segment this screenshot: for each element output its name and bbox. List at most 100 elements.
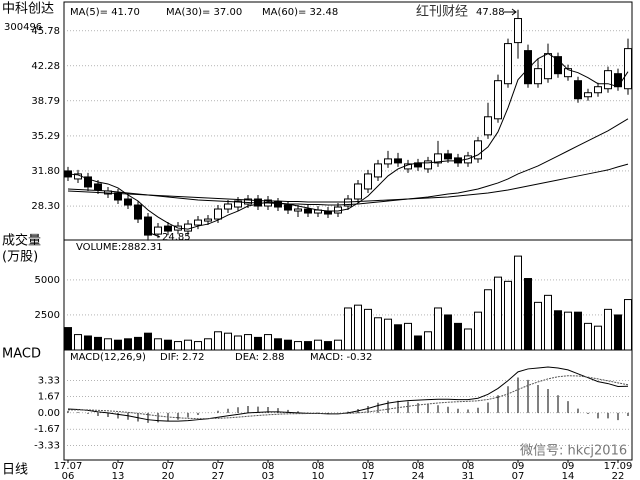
volume-bar <box>414 335 422 351</box>
volume-bar <box>324 341 332 351</box>
candle-body <box>244 198 252 205</box>
legend-entry: MA(5)= 41.70 <box>70 7 140 18</box>
volume-bar <box>264 334 272 351</box>
x-tick-label: 07 <box>212 461 225 472</box>
volume-bar <box>594 325 602 351</box>
volume-bar <box>564 311 572 351</box>
legend-entry: MA(60)= 32.48 <box>262 7 338 18</box>
candle-body <box>364 173 372 190</box>
volume-bar <box>84 335 92 351</box>
x-tick-label: 08 <box>262 461 275 472</box>
candle-body <box>494 80 502 120</box>
volume-bar <box>74 334 82 351</box>
volume-bar <box>184 339 192 351</box>
candle-body <box>204 218 212 222</box>
y-tick-label: 35.29 <box>31 131 60 142</box>
y-tick-label: 1.67 <box>38 392 60 403</box>
volume-bar <box>144 332 152 351</box>
y-tick-label: 45.78 <box>31 26 60 37</box>
volume-bar <box>254 336 262 351</box>
volume-bar <box>474 311 482 351</box>
candle-body <box>124 198 132 206</box>
indicator-line <box>67 163 629 203</box>
indicator-line <box>67 118 629 206</box>
volume-bar <box>194 341 202 351</box>
volume-bar <box>204 338 212 351</box>
candle-body <box>84 176 92 188</box>
y-tick-label: -1.67 <box>34 424 60 435</box>
volume-bar <box>344 307 352 351</box>
volume-bar <box>584 322 592 351</box>
candle-body <box>554 56 562 75</box>
volume-bar <box>454 322 462 351</box>
volume-title: 成交量 <box>2 233 41 249</box>
low-label: 24.85 <box>162 232 191 243</box>
candle-body <box>134 204 142 220</box>
candle-body <box>484 116 492 136</box>
candle-body <box>144 216 152 236</box>
volume-bar <box>64 327 72 351</box>
x-tick-label: 22 <box>612 471 625 480</box>
candle-body <box>94 183 102 191</box>
x-tick-label: 08 <box>362 461 375 472</box>
candle-body <box>114 192 122 201</box>
legend-entry: DIF: 2.72 <box>160 352 204 363</box>
high-label: 47.88 <box>476 7 505 18</box>
candle-body <box>564 68 572 78</box>
y-tick-label: 0.00 <box>38 408 60 419</box>
volume-bar <box>164 339 172 351</box>
volume-bar <box>334 339 342 351</box>
volume-bar <box>554 310 562 351</box>
candle-body <box>344 198 352 207</box>
volume-bar <box>134 336 142 351</box>
volume-bar <box>354 304 362 351</box>
volume-bar <box>614 314 622 351</box>
indicator-line <box>67 366 629 422</box>
volume-bar <box>104 338 112 351</box>
volume-bar <box>544 294 552 351</box>
candle-body <box>624 48 632 90</box>
volume-bar <box>224 332 232 351</box>
y-tick-label: -3.33 <box>34 440 60 451</box>
watermark: 微信号: hkcj2016 <box>520 444 627 459</box>
volume-bar <box>464 328 472 351</box>
candle-body <box>284 204 292 211</box>
candle-body <box>474 140 482 160</box>
volume-bar <box>624 299 632 351</box>
x-tick-label: 09 <box>562 461 575 472</box>
volume-bar <box>574 311 582 351</box>
volume-bar <box>294 341 302 351</box>
volume-bar <box>494 276 502 351</box>
candle-body <box>544 53 552 80</box>
volume-bar <box>124 338 132 351</box>
indicator-line <box>67 375 629 420</box>
volume-bar <box>314 339 322 351</box>
y-tick-label: 31.80 <box>31 166 60 177</box>
x-tick-label: 17 <box>362 471 375 480</box>
volume-bar <box>524 278 532 351</box>
x-tick-label: 17.07 <box>54 461 83 472</box>
x-tick-label: 20 <box>162 471 175 480</box>
x-tick-label: 31 <box>462 471 475 480</box>
y-tick-label: 3.33 <box>38 375 60 386</box>
x-tick-label: 06 <box>62 471 75 480</box>
y-tick-label: 28.30 <box>31 201 60 212</box>
candle-body <box>384 158 392 165</box>
volume-legend: VOLUME:2882.31 <box>76 242 163 253</box>
x-tick-label: 07 <box>512 471 525 480</box>
candle-body <box>234 200 242 208</box>
x-tick-label: 17.09 <box>604 461 633 472</box>
candle-body <box>184 223 192 232</box>
candle-body <box>614 73 622 88</box>
volume-bar <box>424 331 432 351</box>
candle-body <box>424 160 432 170</box>
volume-bar <box>374 317 382 351</box>
top-watermark: 红刊财经 <box>416 4 468 20</box>
volume-bar <box>114 339 122 351</box>
x-tick-label: 07 <box>162 461 175 472</box>
volume-bar <box>174 341 182 351</box>
candle-body <box>294 208 302 212</box>
candle-body <box>574 80 582 100</box>
